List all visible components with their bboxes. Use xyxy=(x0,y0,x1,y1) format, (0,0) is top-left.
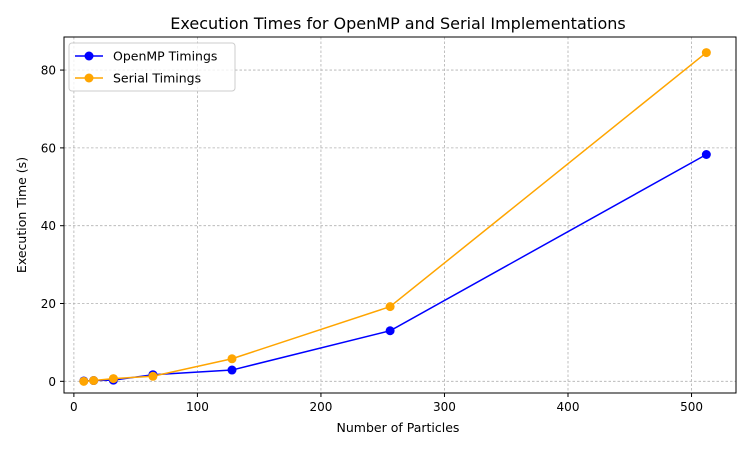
chart-title: Execution Times for OpenMP and Serial Im… xyxy=(170,14,625,33)
legend-label-0: OpenMP Timings xyxy=(113,49,217,64)
x-tick-label: 0 xyxy=(70,400,78,414)
x-tick-label: 500 xyxy=(680,400,703,414)
x-tick-label: 400 xyxy=(557,400,580,414)
series-group xyxy=(79,48,711,386)
y-tick-label: 20 xyxy=(41,297,56,311)
legend-label-1: Serial Timings xyxy=(113,71,201,86)
data-point-1 xyxy=(227,354,237,364)
x-tick-label: 100 xyxy=(186,400,209,414)
y-axis-label: Execution Time (s) xyxy=(14,157,29,273)
series-line-1 xyxy=(83,51,707,383)
x-tick-label: 200 xyxy=(309,400,332,414)
grid xyxy=(64,37,736,393)
data-point-1 xyxy=(701,48,711,58)
plot-frame xyxy=(63,36,737,394)
data-point-0 xyxy=(227,365,237,375)
y-tick-label: 60 xyxy=(41,141,56,155)
legend-marker-0 xyxy=(84,51,94,61)
series-line-0 xyxy=(83,153,707,382)
data-point-1 xyxy=(79,376,89,386)
data-point-0 xyxy=(385,326,395,336)
y-tick-label: 40 xyxy=(41,219,56,233)
data-point-1 xyxy=(148,371,158,381)
x-tick-label: 300 xyxy=(433,400,456,414)
data-point-1 xyxy=(108,374,118,384)
data-point-1 xyxy=(89,376,99,386)
legend-box xyxy=(68,42,236,92)
y-tick-label: 0 xyxy=(48,375,56,389)
data-point-1 xyxy=(385,302,395,312)
legend-marker-1 xyxy=(84,73,94,83)
data-point-0 xyxy=(701,149,711,159)
x-axis-label: Number of Particles xyxy=(337,420,460,435)
ticks: 0 100 200 300 400 500 0 20 40 60 80 xyxy=(41,64,703,414)
legend: OpenMP Timings Serial Timings xyxy=(68,42,236,92)
y-tick-label: 80 xyxy=(41,64,56,78)
